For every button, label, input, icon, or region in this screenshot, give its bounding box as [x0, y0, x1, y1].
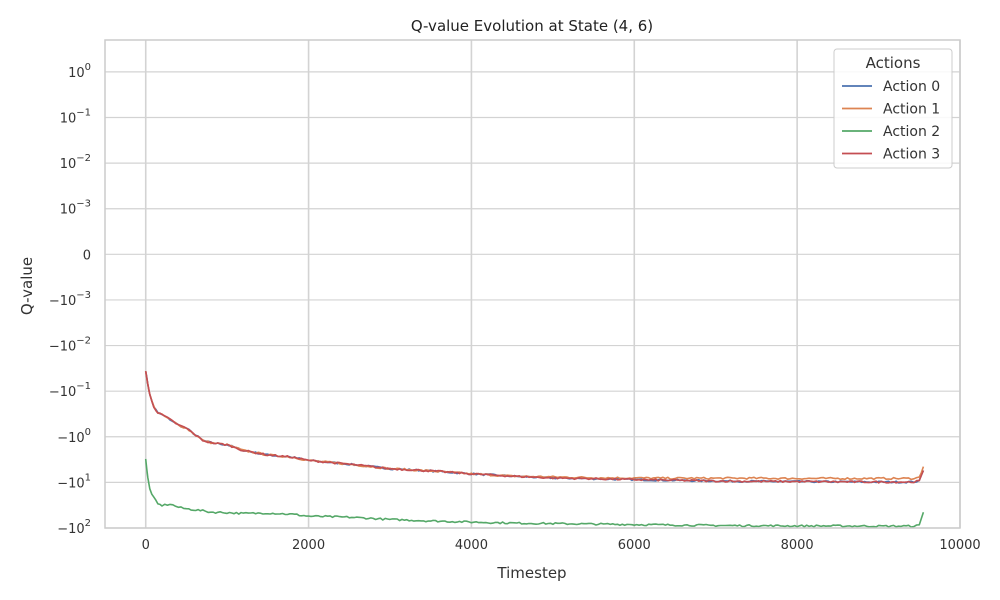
- x-tick-label: 2000: [292, 538, 325, 553]
- legend-label-1: Action 1: [883, 102, 940, 118]
- series-line-2: [144, 458, 925, 528]
- y-tick-label: −100: [57, 427, 91, 446]
- chart-title: Q-value Evolution at State (4, 6): [411, 17, 653, 35]
- x-tick-label: 8000: [781, 538, 814, 553]
- x-tick-label: 10000: [939, 538, 980, 553]
- y-tick-label: 10−3: [60, 199, 91, 218]
- legend-title: Actions: [866, 54, 921, 72]
- series-lines: [144, 370, 925, 528]
- y-tick-label: 100: [68, 62, 91, 81]
- y-tick-label: 10−2: [60, 153, 91, 172]
- legend-label-0: Action 0: [883, 79, 940, 95]
- y-tick-label: −101: [57, 472, 91, 491]
- x-tick-label: 4000: [455, 538, 488, 553]
- y-tick-labels: 100 10−1 10−2 10−3 0 −10−3 −10−2 −10−1 −100 −101 −…: [49, 62, 91, 537]
- y-tick-label: −102: [57, 518, 91, 537]
- y-axis-title: Q-value: [18, 257, 36, 315]
- x-tick-labels: 0 2000 4000 6000 8000 10000: [142, 538, 981, 553]
- legend: Actions Action 0 Action 1 Action 2 Action 3: [833, 48, 953, 169]
- y-tick-label: −10−2: [49, 336, 91, 355]
- plot-frame: [104, 39, 961, 529]
- grid: [105, 40, 961, 529]
- x-tick-label: 0: [142, 538, 150, 553]
- x-tick-label: 6000: [618, 538, 651, 553]
- legend-label-2: Action 2: [883, 124, 940, 140]
- plot-area: [105, 40, 960, 528]
- series-line-3: [144, 370, 925, 484]
- x-axis-title: Timestep: [496, 564, 566, 582]
- legend-box: [833, 48, 953, 169]
- y-tick-label: 0: [83, 248, 91, 263]
- y-tick-label: −10−3: [49, 290, 91, 309]
- y-tick-label: 10−1: [60, 107, 91, 126]
- y-tick-label: −10−1: [49, 381, 91, 400]
- legend-label-3: Action 3: [883, 147, 940, 163]
